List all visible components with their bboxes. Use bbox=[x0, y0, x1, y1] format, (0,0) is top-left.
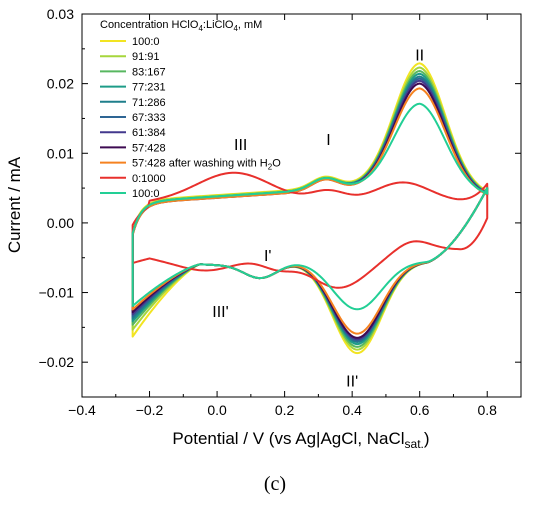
x-axis-ticks: −0.4 −0.2 0.0 0.2 0.4 0.6 0.8 bbox=[68, 14, 497, 418]
x-tick-label: −0.4 bbox=[68, 402, 96, 418]
series-line bbox=[131, 87, 489, 335]
legend-entry: 100:0 bbox=[132, 188, 160, 200]
y-tick-label: 0.00 bbox=[47, 215, 74, 231]
legend-entry: 77:231 bbox=[132, 82, 166, 94]
series-line bbox=[131, 66, 489, 351]
series-line bbox=[131, 82, 489, 339]
legend-entry: 71:286 bbox=[132, 97, 166, 109]
peak-label: II' bbox=[346, 374, 358, 391]
curve-layer bbox=[131, 62, 489, 355]
panel-label: (c) bbox=[264, 473, 286, 495]
y-tick-label: −0.02 bbox=[39, 354, 75, 370]
x-tick-label: 0.6 bbox=[410, 402, 430, 418]
legend-entry: 61:384 bbox=[132, 127, 166, 139]
plot-frame bbox=[81, 13, 522, 398]
y-tick-label: 0.03 bbox=[47, 6, 74, 22]
x-tick-label: 0.0 bbox=[207, 402, 227, 418]
series-line bbox=[131, 69, 489, 348]
legend-entry: 57:428 after washing with H2O bbox=[132, 158, 281, 172]
legend-entry: 0:1000 bbox=[132, 173, 166, 185]
legend-entry: 67:333 bbox=[132, 112, 166, 124]
x-tick-label: 0.2 bbox=[275, 402, 295, 418]
peak-label: II bbox=[415, 48, 424, 65]
peak-label: I bbox=[326, 132, 330, 149]
legend-title: Concentration HClO4:LiClO4, mM bbox=[100, 19, 262, 33]
legend: Concentration HClO4:LiClO4, mM 100:0 91:91… bbox=[100, 19, 281, 200]
x-tick-label: −0.2 bbox=[136, 402, 164, 418]
legend-entry: 100:0 bbox=[132, 36, 160, 48]
x-tick-label: 0.8 bbox=[477, 402, 497, 418]
y-tick-label: 0.01 bbox=[47, 145, 74, 161]
peak-label: III' bbox=[212, 304, 228, 321]
peak-label: I' bbox=[264, 248, 272, 265]
series-line bbox=[131, 171, 489, 289]
peak-label: III bbox=[234, 137, 247, 154]
x-tick-label: 0.4 bbox=[342, 402, 362, 418]
legend-entry: 83:167 bbox=[132, 66, 166, 78]
legend-entry: 57:428 bbox=[132, 142, 166, 154]
x-axis-label: Potential / V (vs Ag|AgCl, NaClsat.) bbox=[172, 429, 429, 451]
y-axis-label: Current / mA bbox=[5, 156, 24, 253]
y-tick-label: −0.01 bbox=[39, 285, 75, 301]
legend-entry: 91:91 bbox=[132, 51, 160, 63]
y-tick-label: 0.02 bbox=[47, 76, 74, 92]
series-line bbox=[131, 102, 489, 311]
y-axis-ticks: −0.02 −0.01 0.00 0.01 0.02 0.03 bbox=[39, 6, 521, 398]
series-line bbox=[131, 72, 489, 346]
